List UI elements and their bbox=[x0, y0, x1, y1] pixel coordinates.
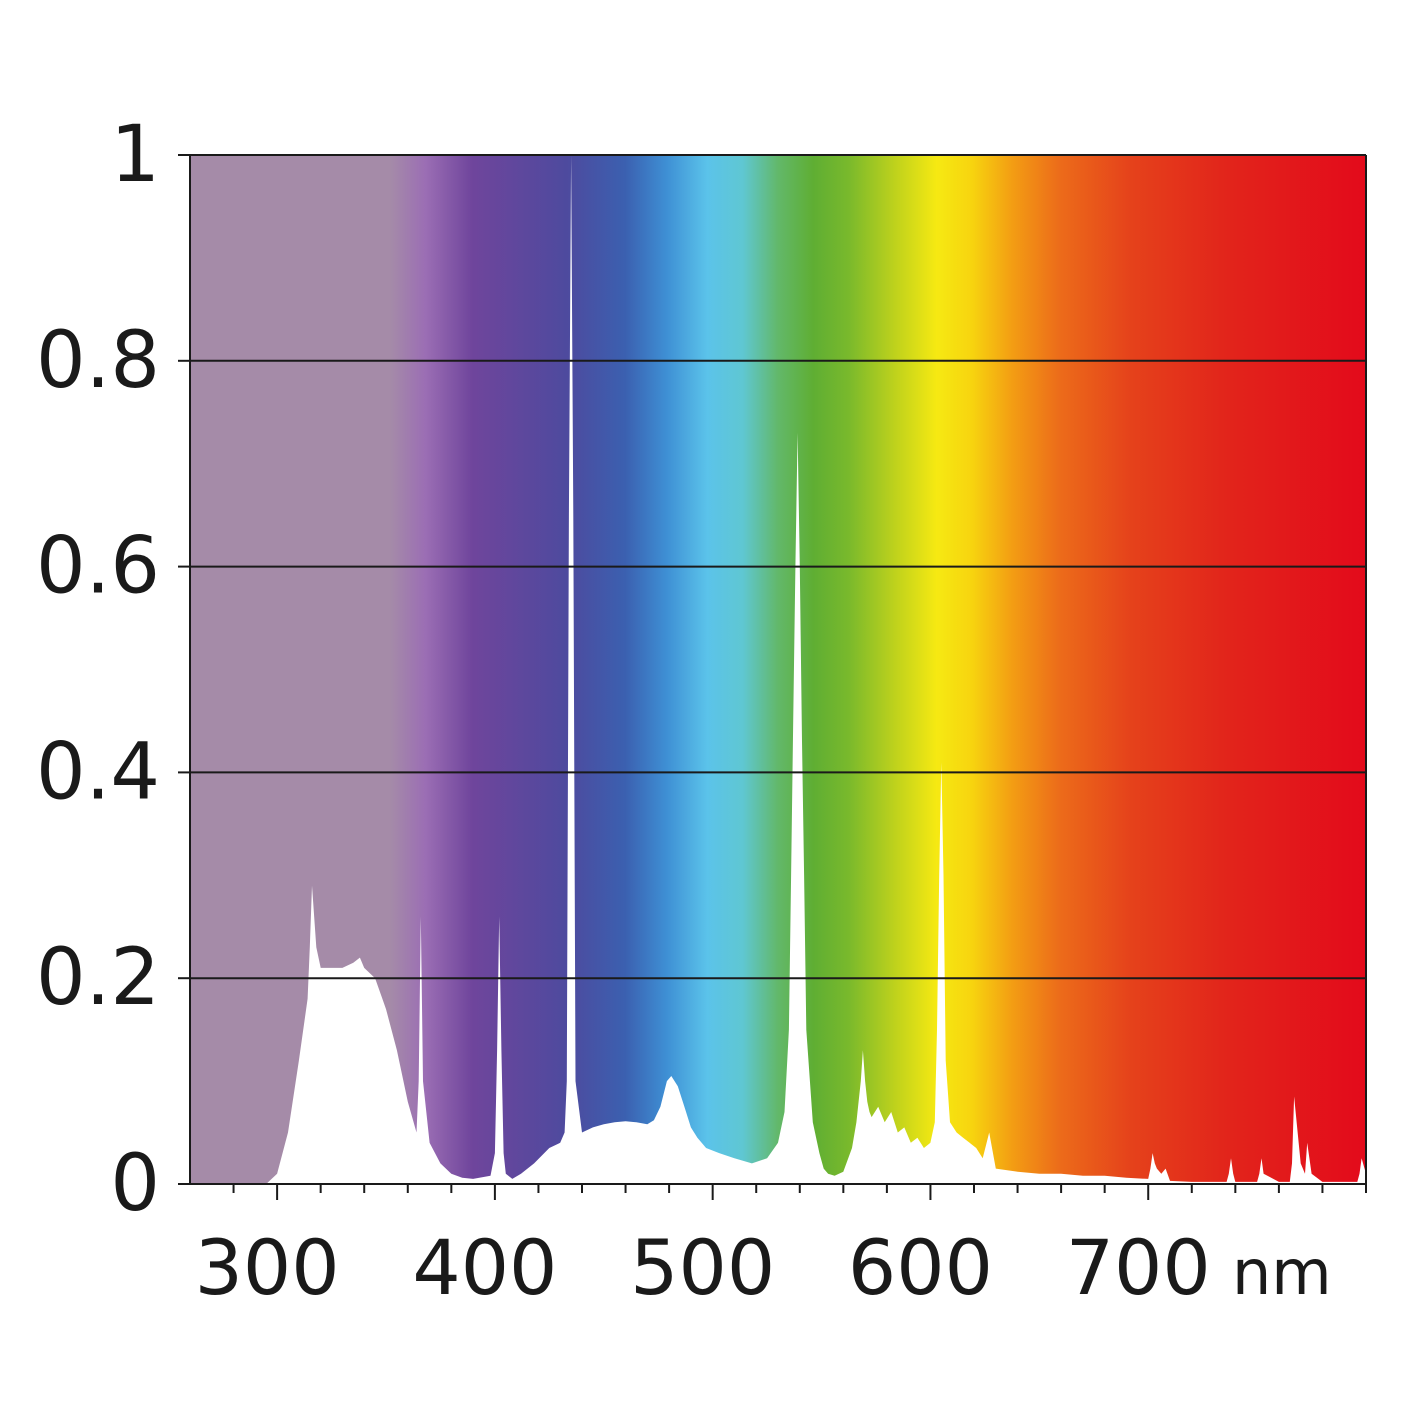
y-tick-label: 0.2 bbox=[36, 933, 160, 1023]
y-tick-label: 0 bbox=[110, 1139, 160, 1229]
horizontal-grid-lines bbox=[190, 154, 1366, 980]
y-tick-label: 0.6 bbox=[36, 522, 160, 612]
x-tick-label: 500 bbox=[630, 1223, 775, 1312]
x-tick-label: 700 bbox=[1066, 1223, 1211, 1312]
y-tick-label: 1 bbox=[110, 110, 160, 200]
y-tick-label: 0.4 bbox=[36, 727, 160, 817]
x-tick-label: 400 bbox=[412, 1223, 557, 1312]
x-tick-label: 300 bbox=[195, 1223, 340, 1312]
y-tick-label: 0.8 bbox=[36, 316, 160, 406]
x-axis-unit-label: nm bbox=[1232, 1236, 1332, 1309]
axes bbox=[189, 155, 1367, 1185]
x-tick-label: 600 bbox=[848, 1223, 993, 1312]
x-axis-ticks: 300 400 500 600 700 bbox=[195, 1184, 1367, 1312]
y-axis-ticks: 0 0.2 0.4 0.6 0.8 1 bbox=[36, 110, 190, 1229]
emission-spectrum-area bbox=[190, 155, 1366, 1184]
